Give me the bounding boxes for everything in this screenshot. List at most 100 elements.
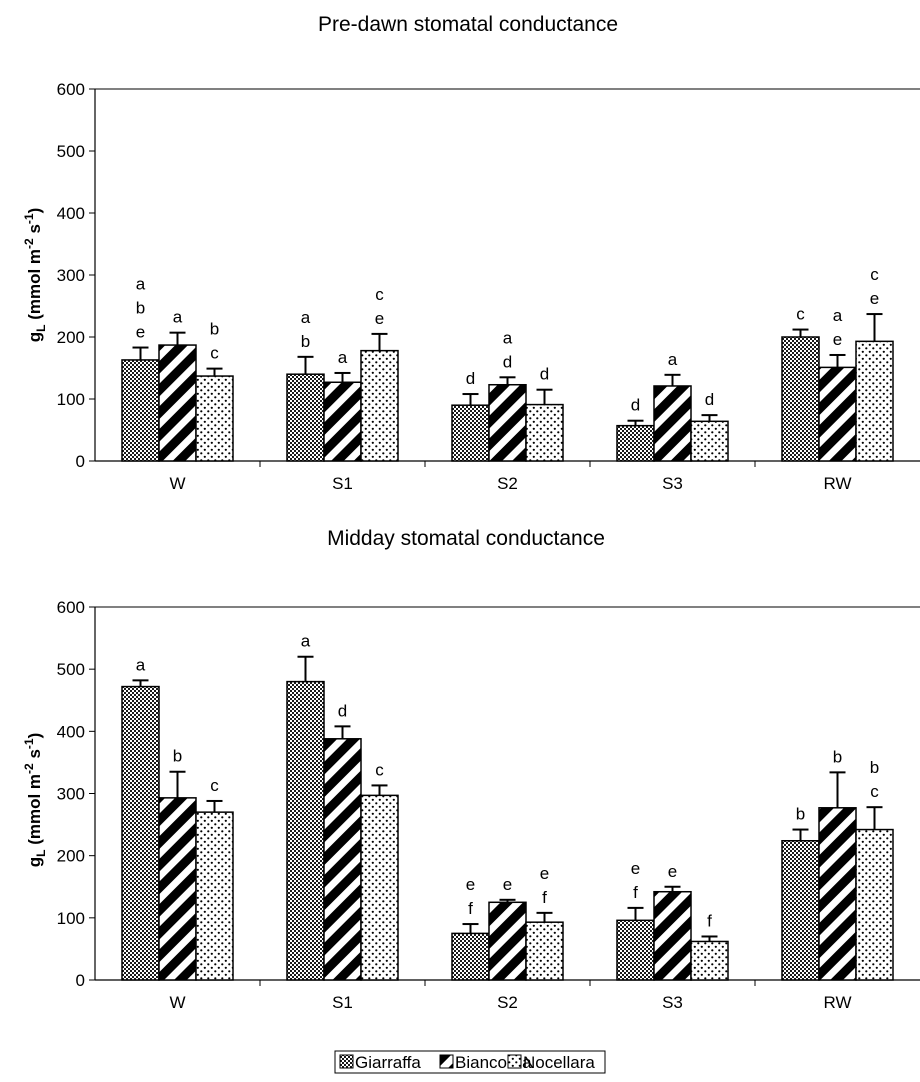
bar-nocellara <box>195 375 234 462</box>
y-tick-label: 300 <box>57 785 85 804</box>
x-tick-label: W <box>169 474 185 493</box>
bar-nocellara <box>525 403 564 462</box>
significance-letter: b <box>136 299 145 318</box>
bar-nocellara <box>360 794 399 981</box>
significance-letter: a <box>338 348 348 367</box>
significance-letter: d <box>338 701 347 720</box>
x-tick-label: RW <box>823 993 851 1012</box>
significance-letter: e <box>503 875 512 894</box>
y-tick-label: 400 <box>57 722 85 741</box>
y-tick-label: 100 <box>57 390 85 409</box>
significance-letter: f <box>707 911 712 930</box>
y-axis-label: gL (mmol m-2 s-1) <box>22 208 48 343</box>
legend-label-giarraffa: Giarraffa <box>355 1053 421 1072</box>
y-tick-label: 600 <box>57 80 85 99</box>
x-tick-label: S1 <box>332 993 353 1012</box>
significance-letter: f <box>633 883 638 902</box>
bar-biancolilla <box>488 901 527 981</box>
legend-swatch-giarraffa <box>339 1054 354 1069</box>
bar-giarraffa <box>121 359 160 462</box>
legend-swatch-biancolilla <box>439 1054 454 1069</box>
x-tick-label: W <box>169 993 185 1012</box>
y-tick-label: 500 <box>57 660 85 679</box>
y-label-exp1: -2 <box>22 763 36 774</box>
y-label-suffix: ) <box>25 733 44 739</box>
bar-giarraffa <box>616 919 655 981</box>
significance-letter: f <box>542 888 547 907</box>
bar-giarraffa <box>451 404 490 462</box>
panel-predawn: Pre-dawn stomatal conductance gL (mmol m… <box>22 13 920 493</box>
y-label-unit: (mmol m <box>25 774 44 850</box>
bar-biancolilla <box>158 344 197 462</box>
bar-giarraffa <box>781 336 820 462</box>
significance-letter: c <box>796 305 805 324</box>
bar-nocellara <box>855 340 894 462</box>
bar-nocellara <box>195 811 234 981</box>
chart-title: Pre-dawn stomatal conductance <box>318 13 618 36</box>
bar-biancolilla <box>323 381 362 462</box>
y-axis-label-text: gL (mmol m-2 s-1) <box>22 208 48 343</box>
bar-nocellara <box>690 940 729 981</box>
significance-letter: e <box>466 875 475 894</box>
x-tick-label: S2 <box>497 993 518 1012</box>
y-label-main: g <box>25 332 44 342</box>
significance-letter: b <box>870 758 879 777</box>
plot-area: 0100200300400500600WabeabcS1abaceS2daddS… <box>57 80 920 493</box>
y-label-sub: L <box>34 850 48 857</box>
legend-box <box>334 1050 606 1074</box>
y-tick-label: 200 <box>57 847 85 866</box>
bar-biancolilla <box>323 738 362 981</box>
significance-letter: b <box>796 805 805 824</box>
bar-giarraffa <box>286 680 325 981</box>
significance-letter: a <box>136 275 146 294</box>
significance-letter: d <box>503 352 512 371</box>
bar-biancolilla <box>158 797 197 981</box>
significance-letter: d <box>705 390 714 409</box>
significance-letter: a <box>173 308 183 327</box>
significance-letter: c <box>375 285 384 304</box>
significance-letter: e <box>375 309 384 328</box>
significance-letter: d <box>466 369 475 388</box>
bar-biancolilla <box>488 383 527 462</box>
bar-biancolilla <box>653 385 692 462</box>
x-tick-label: S2 <box>497 474 518 493</box>
significance-letter: e <box>631 859 640 878</box>
significance-letter: c <box>375 760 384 779</box>
y-tick-label: 0 <box>76 971 85 990</box>
y-tick-label: 300 <box>57 266 85 285</box>
y-label-unit: (mmol m <box>25 249 44 325</box>
bar-biancolilla <box>818 366 857 462</box>
y-tick-label: 200 <box>57 328 85 347</box>
y-label-main: g <box>25 857 44 867</box>
panel-midday: Midday stomatal conductance gL (mmol m-2… <box>22 527 920 1012</box>
y-tick-label: 0 <box>76 452 85 471</box>
significance-letter: b <box>173 747 182 766</box>
y-label-exp2: -1 <box>22 738 36 749</box>
significance-letter: a <box>136 655 146 674</box>
significance-letter: a <box>301 632 311 651</box>
y-label-mid: s <box>25 224 44 238</box>
significance-letter: c <box>210 776 219 795</box>
y-axis-label-text: gL (mmol m-2 s-1) <box>22 733 48 868</box>
x-tick-label: S1 <box>332 474 353 493</box>
y-axis-label: gL (mmol m-2 s-1) <box>22 733 48 868</box>
significance-letter: e <box>136 323 145 342</box>
significance-letter: e <box>540 864 549 883</box>
bar-nocellara <box>690 420 729 462</box>
y-label-sub: L <box>34 325 48 332</box>
y-tick-label: 400 <box>57 204 85 223</box>
bar-giarraffa <box>781 839 820 981</box>
bar-biancolilla <box>653 890 692 981</box>
bar-nocellara <box>360 349 399 462</box>
significance-letter: f <box>468 899 473 918</box>
significance-letter: e <box>833 330 842 349</box>
significance-letter: b <box>210 320 219 339</box>
x-tick-label: S3 <box>662 993 683 1012</box>
significance-letter: c <box>870 782 879 801</box>
bar-giarraffa <box>121 685 160 981</box>
bar-nocellara <box>855 828 894 981</box>
significance-letter: e <box>668 862 677 881</box>
y-label-suffix: ) <box>25 208 44 214</box>
significance-letter: e <box>870 289 879 308</box>
